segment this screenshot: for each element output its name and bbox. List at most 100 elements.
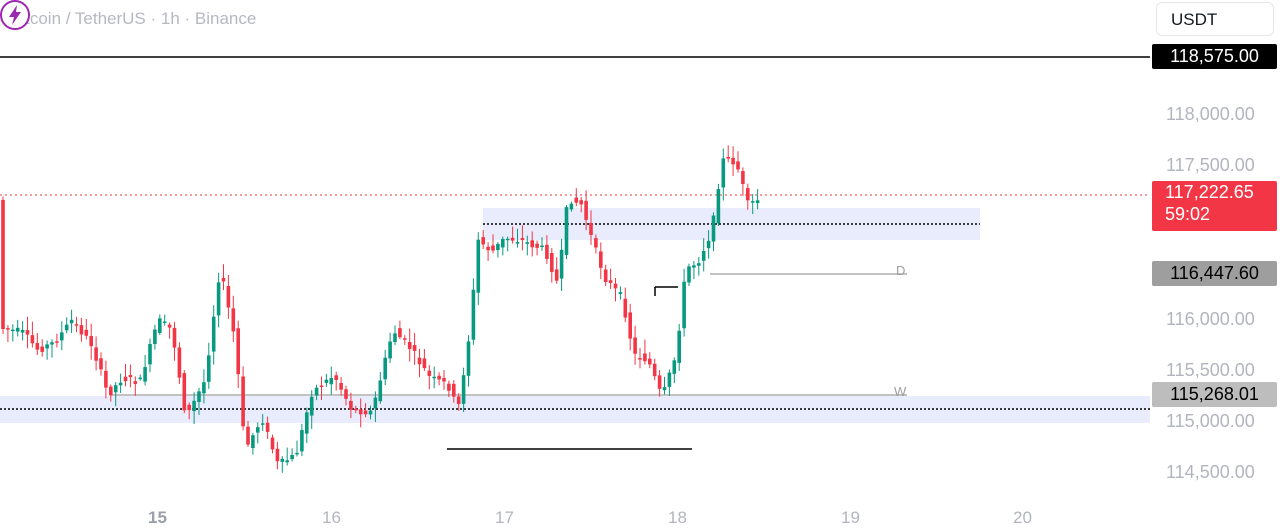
candle-body bbox=[300, 430, 304, 452]
candle-body bbox=[486, 246, 490, 251]
currency-button[interactable]: USDT bbox=[1156, 2, 1274, 36]
candle-body bbox=[726, 156, 730, 159]
candle-body bbox=[496, 243, 500, 251]
candle-body bbox=[393, 333, 397, 343]
candle-body bbox=[520, 238, 525, 241]
candle-body bbox=[74, 324, 79, 326]
candle-body bbox=[643, 353, 647, 362]
chart-plot-area[interactable]: D W Bitcoin / TetherUS · 1h · Binance bbox=[0, 0, 1150, 531]
candle-body bbox=[172, 327, 177, 348]
candle-body bbox=[559, 249, 564, 279]
candle-body bbox=[716, 189, 721, 224]
candle-body bbox=[594, 238, 598, 248]
candle-body bbox=[207, 355, 211, 382]
candle-body bbox=[167, 324, 172, 328]
candle-body bbox=[652, 363, 657, 377]
candle-body bbox=[461, 375, 466, 404]
weekly-level-price-label: 115,268.01 bbox=[1152, 382, 1277, 407]
candle-body bbox=[354, 408, 358, 411]
lightning-icon[interactable] bbox=[0, 0, 30, 30]
candle-body bbox=[192, 400, 196, 412]
candle-body bbox=[613, 283, 618, 289]
candle-body bbox=[540, 245, 544, 248]
symbol-title[interactable]: Bitcoin / TetherUS · 1h · Binance bbox=[10, 9, 257, 28]
candle-body bbox=[60, 332, 64, 341]
candle-body bbox=[187, 404, 191, 411]
candle-body bbox=[525, 242, 530, 244]
price-axis[interactable]: 118,575.00 118,000.00 117,500.00 117,222… bbox=[1150, 0, 1280, 531]
candle-body bbox=[15, 327, 20, 332]
candle-body bbox=[403, 338, 407, 340]
candle-body bbox=[432, 376, 436, 379]
candle-body bbox=[309, 396, 314, 416]
candle-body bbox=[109, 386, 113, 396]
candle-body bbox=[305, 412, 309, 434]
price-tick: 114,500.00 bbox=[1166, 462, 1255, 482]
candle-body bbox=[579, 200, 583, 205]
time-tick: 19 bbox=[841, 508, 860, 527]
time-tick: 15 bbox=[148, 508, 167, 527]
candle-body bbox=[554, 269, 559, 281]
candle-body bbox=[177, 347, 182, 378]
candle-body bbox=[133, 381, 138, 384]
candle-body bbox=[564, 207, 569, 255]
candle-body bbox=[363, 410, 368, 415]
candle-body bbox=[30, 335, 35, 344]
candle-body bbox=[158, 318, 162, 334]
price-tick: 115,500.00 bbox=[1166, 360, 1255, 380]
candle-body bbox=[349, 400, 353, 410]
candle-body bbox=[667, 372, 672, 387]
candle-body bbox=[84, 329, 89, 336]
candle-body bbox=[216, 282, 221, 316]
candle-body bbox=[505, 238, 510, 241]
price-tick: 118,000.00 bbox=[1166, 104, 1255, 124]
candle-body bbox=[6, 328, 10, 330]
candle-body bbox=[657, 375, 662, 389]
price-tick: 115,000.00 bbox=[1166, 411, 1255, 431]
candle-body bbox=[677, 330, 681, 363]
candle-body bbox=[599, 251, 603, 268]
candle-body bbox=[648, 358, 652, 365]
candle-body bbox=[329, 378, 334, 385]
candle-body bbox=[45, 344, 49, 349]
candle-body bbox=[623, 298, 628, 318]
candle-body bbox=[113, 385, 118, 393]
candle-body bbox=[128, 374, 133, 378]
candle-body bbox=[285, 460, 289, 463]
candle-body bbox=[241, 376, 245, 427]
candle-body bbox=[701, 250, 706, 261]
candle-body bbox=[476, 239, 481, 293]
time-tick: 17 bbox=[495, 508, 514, 527]
candle-body bbox=[25, 330, 30, 335]
candle-body bbox=[618, 292, 623, 294]
candle-body bbox=[608, 280, 613, 283]
candle-body bbox=[138, 377, 142, 380]
time-tick: 18 bbox=[668, 508, 687, 527]
candle-body bbox=[388, 341, 392, 359]
candle-body bbox=[510, 237, 515, 241]
candle-body bbox=[280, 458, 285, 462]
candlestick-chart[interactable]: D W bbox=[0, 0, 1150, 531]
candle-body bbox=[442, 377, 446, 382]
candle-body bbox=[202, 382, 206, 394]
candle-body bbox=[148, 343, 152, 365]
candle-body bbox=[481, 237, 485, 245]
candle-body bbox=[344, 389, 348, 399]
candle-body bbox=[339, 382, 343, 390]
candle-body bbox=[687, 266, 691, 283]
candle-body bbox=[231, 308, 236, 332]
candle-body bbox=[221, 277, 226, 282]
candle-body bbox=[35, 343, 40, 350]
candle-body bbox=[358, 409, 363, 415]
candle-body bbox=[501, 238, 505, 248]
candle-body bbox=[226, 286, 231, 308]
candle-body bbox=[251, 435, 255, 449]
candle-body bbox=[270, 437, 275, 450]
candle-body bbox=[20, 329, 25, 333]
candle-body bbox=[750, 201, 755, 203]
candle-body bbox=[437, 375, 441, 380]
candle-body bbox=[236, 328, 240, 375]
candle-body bbox=[584, 200, 588, 220]
candle-body bbox=[741, 171, 745, 185]
candle-body bbox=[755, 200, 760, 204]
